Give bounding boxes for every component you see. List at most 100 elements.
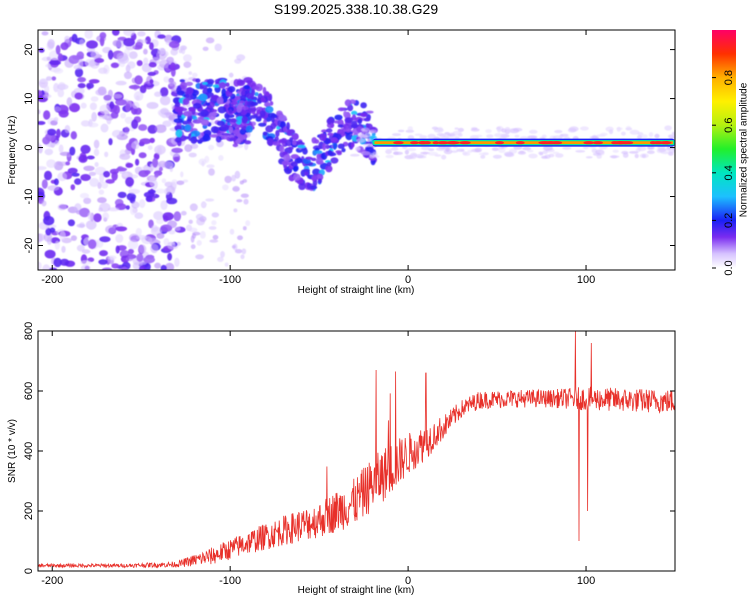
- snr-ylabel: SNR (10 * v/v): [7, 419, 18, 483]
- spectral-cell: [560, 133, 569, 137]
- spectral-cell: [266, 138, 274, 146]
- spectral-cell: [70, 131, 78, 140]
- spectral-cell: [53, 257, 62, 268]
- spectral-cell: [528, 153, 538, 159]
- spectral-cell: [363, 143, 373, 147]
- spectral-cell: [139, 85, 147, 94]
- spectral-cell: [256, 109, 261, 115]
- spectral-cell: [365, 110, 374, 114]
- spectral-cell: [591, 134, 598, 140]
- spectral-cell: [491, 147, 499, 151]
- spectral-cell: [147, 189, 156, 194]
- spectral-cell: [110, 62, 119, 69]
- spectral-cell: [326, 161, 332, 167]
- spectral-cell: [451, 150, 458, 153]
- spectral-cell: [233, 208, 238, 213]
- spectral-cell: [192, 119, 202, 124]
- spectral-cell: [44, 249, 56, 259]
- spectral-cell: [137, 31, 146, 37]
- spectral-cell: [80, 260, 92, 266]
- spectral-cell: [138, 170, 149, 178]
- spectral-cell: [245, 125, 253, 133]
- spectral-cell: [38, 48, 45, 53]
- spectral-cell: [169, 62, 176, 71]
- spectral-cell: [371, 155, 380, 158]
- spectral-cell: [360, 112, 368, 118]
- spectral-cell: [336, 151, 342, 156]
- spectral-cell: [87, 122, 99, 128]
- spectral-cell: [220, 124, 230, 132]
- spectral-cell: [245, 93, 254, 99]
- spectral-cell: [74, 203, 82, 212]
- spectral-cell: [138, 244, 147, 254]
- spectral-cell: [192, 72, 198, 78]
- spectral-cell: [149, 42, 154, 50]
- spectral-cell: [385, 154, 394, 159]
- spectral-cell: [214, 43, 222, 52]
- spectral-cell: [184, 124, 192, 132]
- spectral-cell: [153, 211, 164, 221]
- spectral-cell: [306, 182, 312, 190]
- spectral-cell: [86, 155, 95, 160]
- spectral-cell: [231, 245, 236, 249]
- spectral-cell: [38, 261, 42, 270]
- spectral-cell: [160, 87, 169, 97]
- spectral-cell: [163, 76, 170, 83]
- spectral-cell: [470, 128, 480, 132]
- spectral-cell: [672, 147, 675, 151]
- spectral-cell: [419, 135, 428, 139]
- spectral-cell: [227, 85, 236, 93]
- spectrogram-ylabel: Frequency (Hz): [7, 116, 18, 185]
- y-tick-label: 20: [23, 43, 35, 55]
- spectral-cell: [332, 142, 337, 150]
- spectral-cell: [49, 227, 56, 233]
- spectral-cell: [55, 45, 61, 55]
- spectral-cell: [87, 239, 97, 250]
- y-tick-label: 400: [23, 442, 35, 460]
- spectral-cell: [605, 126, 614, 132]
- spectral-cell: [218, 155, 224, 161]
- spectral-cell: [125, 256, 134, 262]
- spectral-cell: [190, 235, 195, 243]
- spectral-cell: [175, 136, 182, 143]
- spectral-cell: [254, 92, 259, 97]
- spectral-cell: [105, 225, 116, 234]
- spectral-cell: [203, 133, 210, 141]
- spectral-cell: [454, 127, 459, 130]
- snr-panel: -200 -100 0 100 0 200 400 600 800 Height of str…: [7, 322, 676, 596]
- spectral-cell: [641, 134, 648, 139]
- spectral-cell: [616, 127, 623, 131]
- spectral-cell: [497, 127, 502, 133]
- spectral-cell: [123, 37, 135, 47]
- spectral-cell: [462, 152, 471, 156]
- spectral-cell: [80, 264, 91, 270]
- spectral-cell: [251, 86, 260, 90]
- spectral-cell: [220, 251, 225, 258]
- spectral-cell: [127, 239, 139, 250]
- spectral-cell: [316, 173, 324, 181]
- spectral-cell: [235, 137, 241, 145]
- spectral-cell: [228, 109, 233, 115]
- spectral-cell: [278, 114, 287, 121]
- spectral-cell: [59, 230, 66, 241]
- spectral-cell: [258, 122, 267, 127]
- spectral-cell: [562, 146, 572, 150]
- spectral-cell: [325, 165, 333, 173]
- spectral-cell: [198, 93, 208, 101]
- spectral-cell: [596, 154, 602, 159]
- spectral-cell: [174, 125, 182, 131]
- spectral-cell: [54, 240, 60, 250]
- spectral-cell: [205, 198, 215, 202]
- spectral-cell: [582, 146, 589, 150]
- spectral-cell: [628, 151, 639, 154]
- spectral-cell: [99, 236, 111, 243]
- spectral-cell: [234, 58, 242, 64]
- spectral-cell: [53, 178, 59, 186]
- spectral-cell: [248, 107, 257, 112]
- spectral-cell: [140, 39, 148, 44]
- spectral-cell: [173, 211, 182, 222]
- spectral-cell: [330, 122, 334, 129]
- spectral-cell: [428, 148, 435, 152]
- spectral-cell: [113, 104, 121, 115]
- spectral-cell: [393, 151, 403, 155]
